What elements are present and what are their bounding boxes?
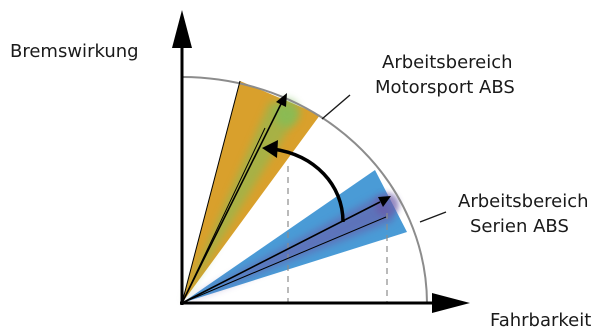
serien-vector (181, 201, 381, 304)
motorsport-edge-left (181, 80, 241, 304)
serien-vector-arrowhead (378, 196, 391, 207)
motorsport-label-line2: Motorsport ABS (375, 77, 515, 98)
serien-label-line2: Serien ABS (470, 216, 569, 237)
boundary-arc (181, 76, 428, 304)
x-axis-arrowhead (432, 293, 470, 313)
transition-arc-arrowhead (262, 140, 278, 158)
x-axis-label: Fahrbarkeit (490, 310, 591, 331)
motorsport-glow-tip (275, 99, 299, 127)
motorsport-vector (181, 103, 282, 304)
y-axis-arrowhead (172, 10, 192, 48)
motorsport-label-line1: Arbeitsbereich (382, 52, 513, 73)
motorsport-vector-arrowhead (276, 93, 287, 107)
transition-arc-arrow (272, 147, 345, 223)
serien-edge-lower (181, 216, 387, 304)
serien-leader-line (419, 211, 447, 223)
serien-wedge (182, 170, 407, 303)
serien-label-line1: Arbeitsbereich (458, 191, 589, 212)
y-axis-label: Bremswirkung (10, 41, 139, 62)
motorsport-wedge (182, 81, 320, 303)
motorsport-leader-line (321, 94, 351, 120)
